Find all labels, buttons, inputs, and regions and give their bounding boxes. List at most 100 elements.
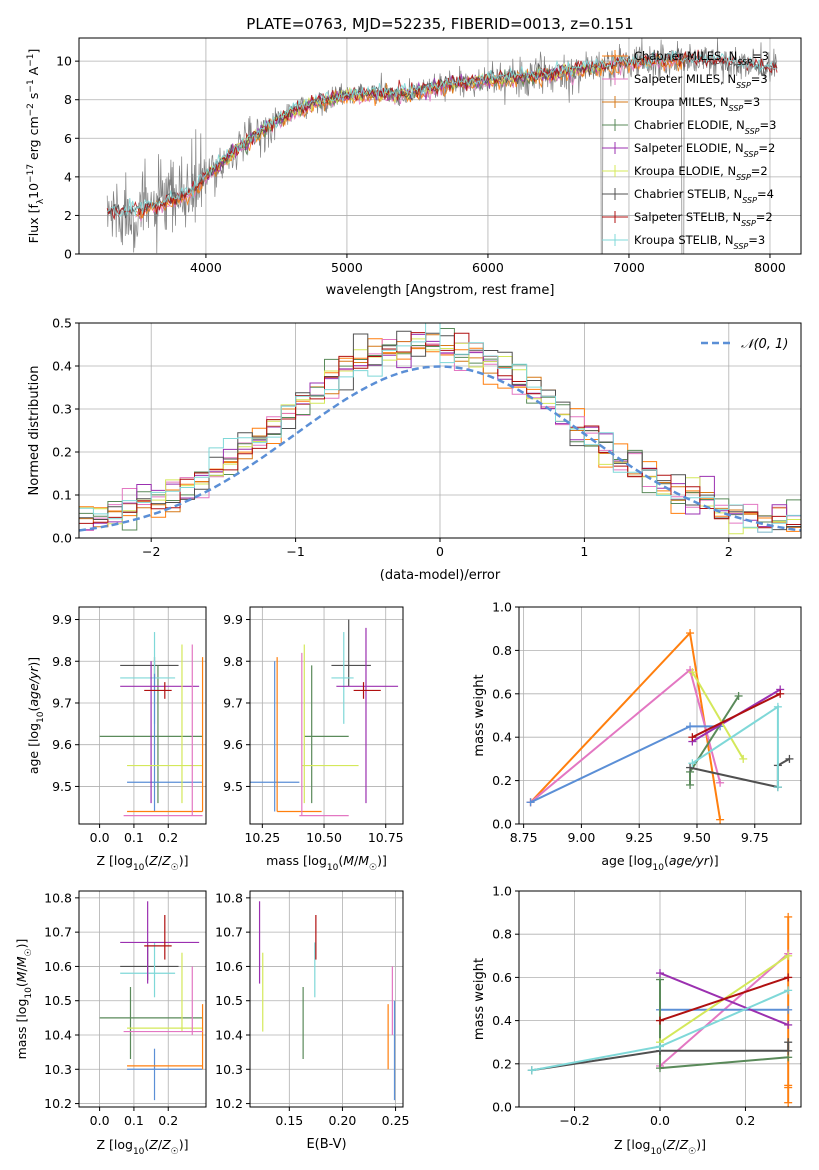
legend-label: Salpeter ELODIE, NSSP=2 — [634, 141, 775, 159]
y-tick-label: 0.6 — [492, 970, 512, 985]
y-tick-label: 0.8 — [492, 643, 512, 658]
weight-line — [659, 976, 789, 1022]
y-tick-label: 10.7 — [44, 925, 72, 940]
x-axis-label: Z [log10(Z/Z☉)] — [96, 853, 188, 873]
plot-area — [99, 901, 204, 1101]
plot-area — [250, 619, 399, 817]
y-tick-label: 10.2 — [44, 1096, 72, 1111]
x-tick-label: −2 — [142, 544, 160, 559]
y-tick-label: 9.7 — [52, 695, 72, 710]
x-tick-label: 0.1 — [124, 1113, 144, 1128]
weight-line — [689, 758, 790, 789]
y-tick-label: 10.4 — [215, 1028, 243, 1043]
y-tick-label: 0.4 — [492, 730, 512, 745]
x-tick-label: 0.20 — [329, 1113, 357, 1128]
axes-frame — [78, 37, 802, 255]
x-axis-label: mass [log10(M/M☉)] — [266, 853, 387, 873]
axes-frame — [518, 606, 802, 825]
y-tick-label: 9.5 — [223, 779, 243, 794]
plot-area — [106, 38, 778, 254]
x-tick-label: 0.15 — [275, 1113, 303, 1128]
x-tick-label: 10.25 — [244, 830, 280, 845]
y-tick-label: 1.0 — [492, 884, 512, 899]
age-vs-mass-plot: 10.25 10.50 10.75 9.5 9.6 9.7 9.8 9.9 mass [log1… — [223, 606, 404, 873]
x-axis-label: wavelength [Angstrom, rest frame] — [326, 283, 555, 298]
x-tick-label: 9.75 — [741, 830, 769, 845]
y-axis-label: mass [log10(M/M☉)] — [14, 939, 34, 1060]
x-tick-label: 9.00 — [567, 830, 595, 845]
x-tick-label: 5000 — [331, 260, 363, 275]
y-tick-label: 0.2 — [492, 773, 512, 788]
x-tick-label: −0.2 — [559, 1113, 589, 1128]
x-tick-label: 0.2 — [158, 1113, 178, 1128]
x-axis-label: Z [log10(Z/Z☉)] — [96, 1137, 188, 1157]
y-tick-label: 10.5 — [44, 993, 72, 1008]
y-tick-label: 10.7 — [215, 925, 243, 940]
x-axis-label: (data-model)/error — [380, 568, 501, 583]
x-tick-label: 0.2 — [736, 1113, 756, 1128]
mass-vs-ebv-plot: 0.15 0.20 0.25 10.2 10.3 10.4 10.5 10.6 10.7 10.8… — [215, 890, 409, 1152]
model-spectrum — [106, 50, 778, 218]
x-tick-label: 0.0 — [650, 1113, 670, 1128]
residuals-plot: −2 −1 0 1 2 0.0 0.1 0.2 0.3 0.4 0.5 𝒩(0, 1) (data-mo… — [27, 316, 802, 583]
model-spectrum — [106, 49, 778, 221]
plot-area — [258, 901, 396, 1101]
x-axis-label: E(B-V) — [306, 1137, 346, 1152]
y-tick-label: 8 — [64, 92, 72, 107]
y-tick-label: 10.3 — [215, 1062, 243, 1077]
y-tick-label: 0 — [64, 247, 72, 262]
axes-frame — [249, 890, 404, 1108]
x-tick-label: 9.25 — [625, 830, 653, 845]
x-tick-label: 9.50 — [683, 830, 711, 845]
y-tick-label: 9.8 — [52, 654, 72, 669]
y-axis-label: mass weight — [472, 674, 487, 756]
x-tick-label: 0.1 — [124, 830, 144, 845]
y-tick-label: 0.5 — [52, 316, 72, 331]
y-tick-label: 10.6 — [44, 959, 72, 974]
axes-frame — [78, 890, 207, 1108]
x-tick-label: 10.50 — [306, 830, 342, 845]
normal-curve — [79, 365, 801, 532]
y-tick-label: 9.8 — [223, 654, 243, 669]
y-tick-label: 9.9 — [223, 612, 243, 627]
y-tick-label: 0.0 — [492, 1100, 512, 1115]
y-tick-label: 0.3 — [52, 402, 72, 417]
y-tick-label: 9.6 — [52, 737, 72, 752]
x-tick-label: 2 — [725, 544, 733, 559]
y-tick-label: 6 — [64, 131, 72, 146]
y-axis-label: mass weight — [472, 958, 487, 1040]
weight-vs-age-plot: 8.75 9.00 9.25 9.50 9.75 0.0 0.2 0.4 0.6 0.8 1.0 ag… — [472, 600, 802, 873]
y-tick-label: 9.7 — [223, 695, 243, 710]
axes-frame — [249, 606, 404, 825]
legend-label: Chabrier STELIB, NSSP=4 — [634, 187, 774, 205]
y-axis-label: Normed distribution — [27, 366, 42, 496]
weight-line — [691, 692, 781, 739]
y-axis-label: Flux [fλ10−17 erg cm−2 s−1 A−1] — [26, 49, 46, 244]
weight-vs-metallicity-plot: −0.2 0.0 0.2 0.0 0.2 0.4 0.6 0.8 1.0 Z [log10(Z/Z… — [472, 884, 802, 1157]
x-axis-label: Z [log10(Z/Z☉)] — [614, 1137, 706, 1157]
y-tick-label: 0.6 — [492, 686, 512, 701]
mass-vs-metallicity-plot: 0.0 0.1 0.2 10.2 10.3 10.4 10.5 10.6 10.7 10.8 Z [… — [14, 890, 207, 1157]
age-vs-metallicity-plot: 0.0 0.1 0.2 9.5 9.6 9.7 9.8 9.9 Z [log10(Z/Z☉)] a… — [26, 606, 207, 873]
weight-line — [531, 1042, 790, 1072]
y-tick-label: 10 — [56, 54, 72, 69]
y-tick-label: 10.4 — [44, 1028, 72, 1043]
y-tick-label: 0.1 — [52, 488, 72, 503]
legend-label: Salpeter MILES, NSSP=3 — [634, 72, 768, 90]
y-tick-label: 0.4 — [492, 1013, 512, 1028]
y-tick-label: 1.0 — [492, 600, 512, 615]
legend-label: Chabrier ELODIE, NSSP=3 — [634, 118, 776, 136]
y-tick-label: 10.5 — [215, 993, 243, 1008]
axes-frame — [78, 606, 207, 825]
spectrum-plot: 4000 5000 6000 7000 8000 0 2 4 6 8 10 Chabrier MILE… — [26, 37, 802, 298]
x-tick-label: 8000 — [754, 260, 786, 275]
y-tick-label: 9.6 — [223, 737, 243, 752]
x-tick-label: 6000 — [472, 260, 504, 275]
legend-label: Kroupa ELODIE, NSSP=2 — [634, 164, 768, 182]
y-tick-label: 9.9 — [52, 612, 72, 627]
y-axis-label: age [log10(age/yr)] — [26, 657, 46, 774]
x-tick-label: 4000 — [190, 260, 222, 275]
y-tick-label: 0.2 — [52, 445, 72, 460]
y-tick-label: 0.4 — [52, 359, 72, 374]
figure-title: PLATE=0763, MJD=52235, FIBERID=0013, z=0… — [246, 15, 633, 33]
